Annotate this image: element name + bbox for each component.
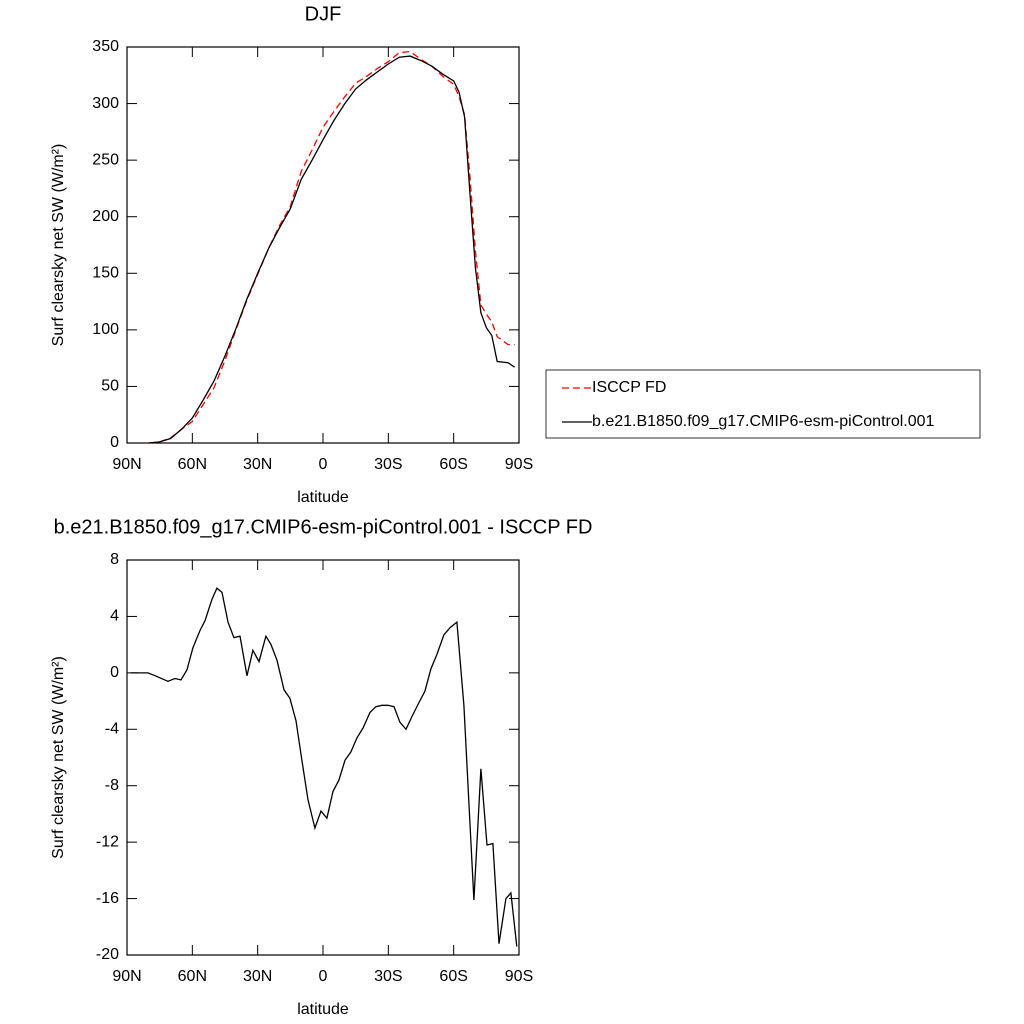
x-tick-label: 60S	[439, 456, 467, 473]
x-tick-label: 30N	[243, 968, 272, 985]
y-tick-label: 0	[110, 434, 119, 451]
legend-label: b.e21.B1850.f09_g17.CMIP6-esm-piControl.…	[592, 413, 935, 430]
x-tick-label: 90S	[505, 456, 533, 473]
y-tick-label: -16	[96, 890, 119, 907]
x-axis-label: latitude	[297, 489, 349, 506]
y-axis-label: Surf clearsky net SW (W/m²)	[50, 656, 67, 859]
y-tick-label: -4	[105, 721, 119, 738]
chart-title: DJF	[305, 3, 342, 25]
y-tick-label: 0	[110, 664, 119, 681]
x-tick-label: 30N	[243, 456, 272, 473]
x-tick-label: 60N	[178, 968, 207, 985]
x-tick-label: 30S	[374, 456, 402, 473]
y-tick-label: 200	[92, 208, 119, 225]
x-axis-label: latitude	[297, 1001, 349, 1018]
data-line	[148, 55, 515, 444]
x-tick-label: 90S	[505, 968, 533, 985]
y-tick-label: 8	[110, 551, 119, 568]
legend-label: ISCCP FD	[592, 379, 666, 396]
y-axis-label: Surf clearsky net SW (W/m²)	[50, 144, 67, 347]
y-tick-label: -12	[96, 833, 119, 850]
x-tick-label: 60N	[178, 456, 207, 473]
x-tick-label: 30S	[374, 968, 402, 985]
y-tick-label: 300	[92, 95, 119, 112]
data-line	[130, 587, 518, 947]
plot-frame	[126, 559, 520, 956]
x-tick-label: 90N	[112, 968, 141, 985]
x-tick-label: 0	[319, 968, 328, 985]
y-tick-label: 4	[110, 608, 119, 625]
y-tick-label: 250	[92, 151, 119, 168]
y-tick-label: -20	[96, 946, 119, 963]
plot-frame	[126, 46, 520, 444]
y-tick-label: 100	[92, 321, 119, 338]
x-tick-label: 90N	[112, 456, 141, 473]
y-tick-label: 50	[101, 378, 119, 395]
x-tick-label: 60S	[439, 968, 467, 985]
y-tick-label: -8	[105, 777, 119, 794]
y-tick-label: 150	[92, 265, 119, 282]
y-tick-label: 350	[92, 38, 119, 55]
legend-box	[545, 369, 981, 439]
x-tick-label: 0	[319, 456, 328, 473]
data-line	[148, 50, 515, 444]
chart-title: b.e21.B1850.f09_g17.CMIP6-esm-piControl.…	[54, 516, 593, 538]
